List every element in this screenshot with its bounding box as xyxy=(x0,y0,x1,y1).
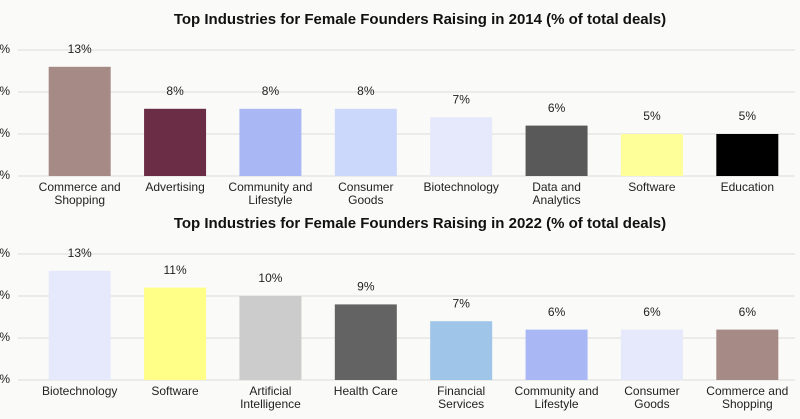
bar xyxy=(239,296,302,380)
y-tick-label: 0% xyxy=(0,168,10,182)
value-label: 7% xyxy=(453,296,471,310)
x-tick-label: Artificial Intelligence xyxy=(240,384,301,411)
value-label: 8% xyxy=(357,84,375,98)
y-tick-label: 15% xyxy=(0,246,10,260)
value-label: 6% xyxy=(739,305,757,319)
y-tick-label: 5% xyxy=(0,126,10,140)
value-label: 9% xyxy=(357,280,375,294)
y-tick-label: 10% xyxy=(0,84,10,98)
x-tick-label: Consumer Goods xyxy=(624,384,680,411)
x-tick-label: Data and Analytics xyxy=(532,180,581,207)
value-label: 6% xyxy=(548,305,566,319)
value-label: 5% xyxy=(739,109,757,123)
value-label: 6% xyxy=(643,305,661,319)
bar xyxy=(48,66,111,176)
value-label: 13% xyxy=(68,42,92,56)
bar xyxy=(144,287,207,380)
x-tick-label: Biotechnology xyxy=(41,384,118,398)
bar xyxy=(525,329,588,380)
value-label: 6% xyxy=(548,101,566,115)
x-tick-label: Community and Lifestyle xyxy=(228,180,313,207)
y-tick-label: 5% xyxy=(0,330,10,344)
bar xyxy=(430,321,493,380)
value-label: 10% xyxy=(258,271,282,285)
x-tick-label: Consumer Goods xyxy=(338,180,394,207)
x-tick-label: Biotechnology xyxy=(423,180,499,194)
bar xyxy=(620,329,683,380)
bar xyxy=(525,125,588,176)
x-tick-label: Education xyxy=(720,180,774,194)
y-tick-label: 10% xyxy=(0,288,10,302)
bar xyxy=(430,117,493,176)
y-tick-label: 15% xyxy=(0,42,10,56)
chart-title: Top Industries for Female Founders Raisi… xyxy=(174,215,666,232)
bar xyxy=(620,134,683,176)
value-label: 8% xyxy=(262,84,280,98)
x-tick-label: Commerce and Shopping xyxy=(706,384,789,411)
x-tick-label: Commerce and Shopping xyxy=(38,180,121,207)
bar xyxy=(716,134,779,176)
chart-title: Top Industries for Female Founders Raisi… xyxy=(174,11,666,28)
bar xyxy=(334,108,397,176)
value-label: 13% xyxy=(68,246,92,260)
bar xyxy=(144,108,207,176)
x-tick-label: Software xyxy=(628,180,676,194)
x-tick-label: Financial Services xyxy=(437,384,486,411)
y-tick-label: 0% xyxy=(0,372,10,386)
value-label: 7% xyxy=(453,92,471,106)
value-label: 8% xyxy=(166,84,184,98)
bar xyxy=(239,108,302,176)
value-label: 11% xyxy=(163,263,186,277)
bar xyxy=(334,304,397,380)
x-tick-label: Software xyxy=(151,384,199,398)
bar xyxy=(48,270,111,380)
x-tick-label: Advertising xyxy=(145,180,205,194)
value-label: 5% xyxy=(643,109,661,123)
bar xyxy=(716,329,779,380)
x-tick-label: Community and Lifestyle xyxy=(514,384,599,411)
x-tick-label: Health Care xyxy=(333,384,398,398)
